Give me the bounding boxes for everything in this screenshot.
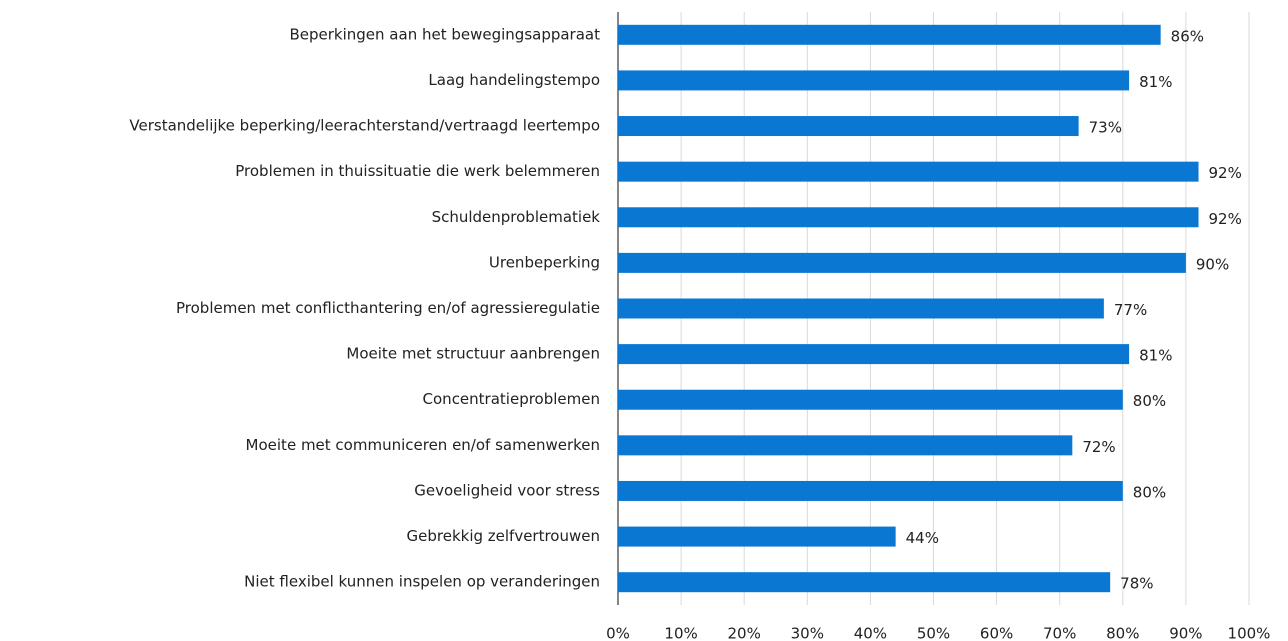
y-tick-label: Problemen met conflicthantering en/of ag… — [176, 299, 600, 317]
y-tick-label: Laag handelingstempo — [428, 71, 600, 89]
value-label: 80% — [1133, 392, 1166, 410]
value-label: 86% — [1171, 27, 1204, 45]
bar — [618, 298, 1104, 319]
bar — [618, 252, 1186, 273]
x-tick-label: 80% — [1106, 625, 1139, 641]
y-tick-label: Gevoeligheid voor stress — [414, 481, 600, 499]
bar — [618, 389, 1123, 410]
y-tick-label: Beperkingen aan het bewegingsapparaat — [289, 25, 600, 43]
bar — [618, 526, 896, 547]
x-tick-label: 40% — [854, 625, 887, 641]
value-label: 77% — [1114, 301, 1147, 319]
value-label: 81% — [1139, 347, 1172, 365]
y-tick-label: Problemen in thuissituatie die werk bele… — [235, 162, 600, 180]
x-tick-label: 20% — [728, 625, 761, 641]
value-label: 80% — [1133, 483, 1166, 501]
bar — [618, 435, 1073, 456]
bar — [618, 207, 1199, 228]
value-label: 92% — [1209, 210, 1242, 228]
value-label: 78% — [1120, 575, 1153, 593]
value-label: 72% — [1082, 438, 1115, 456]
x-tick-label: 0% — [606, 625, 630, 641]
y-tick-label: Gebrekkig zelfvertrouwen — [407, 527, 601, 545]
bar — [618, 116, 1079, 137]
x-tick-label: 50% — [917, 625, 950, 641]
value-label: 92% — [1209, 164, 1242, 182]
value-label: 81% — [1139, 73, 1172, 91]
bar — [618, 344, 1130, 365]
y-tick-label: Verstandelijke beperking/leerachterstand… — [129, 117, 600, 135]
x-tick-label: 30% — [791, 625, 824, 641]
y-tick-label: Moeite met structuur aanbrengen — [346, 345, 600, 363]
y-tick-label: Concentratieproblemen — [423, 390, 600, 408]
y-tick-label: Schuldenproblematiek — [432, 208, 601, 226]
bar — [618, 70, 1130, 91]
value-label: 44% — [906, 529, 939, 547]
x-tick-label: 90% — [1169, 625, 1202, 641]
x-tick-label: 60% — [980, 625, 1013, 641]
x-tick-label: 10% — [664, 625, 697, 641]
y-tick-label: Niet flexibel kunnen inspelen op verande… — [244, 573, 600, 591]
y-tick-label: Urenbeperking — [489, 253, 600, 271]
value-label: 90% — [1196, 255, 1229, 273]
x-tick-label: 100% — [1228, 625, 1271, 641]
value-label: 73% — [1089, 119, 1122, 137]
bar — [618, 572, 1111, 593]
bar — [618, 24, 1161, 45]
x-tick-label: 70% — [1043, 625, 1076, 641]
bar — [618, 480, 1123, 501]
y-tick-label: Moeite met communiceren en/of samenwerke… — [246, 436, 600, 454]
bar — [618, 161, 1199, 182]
